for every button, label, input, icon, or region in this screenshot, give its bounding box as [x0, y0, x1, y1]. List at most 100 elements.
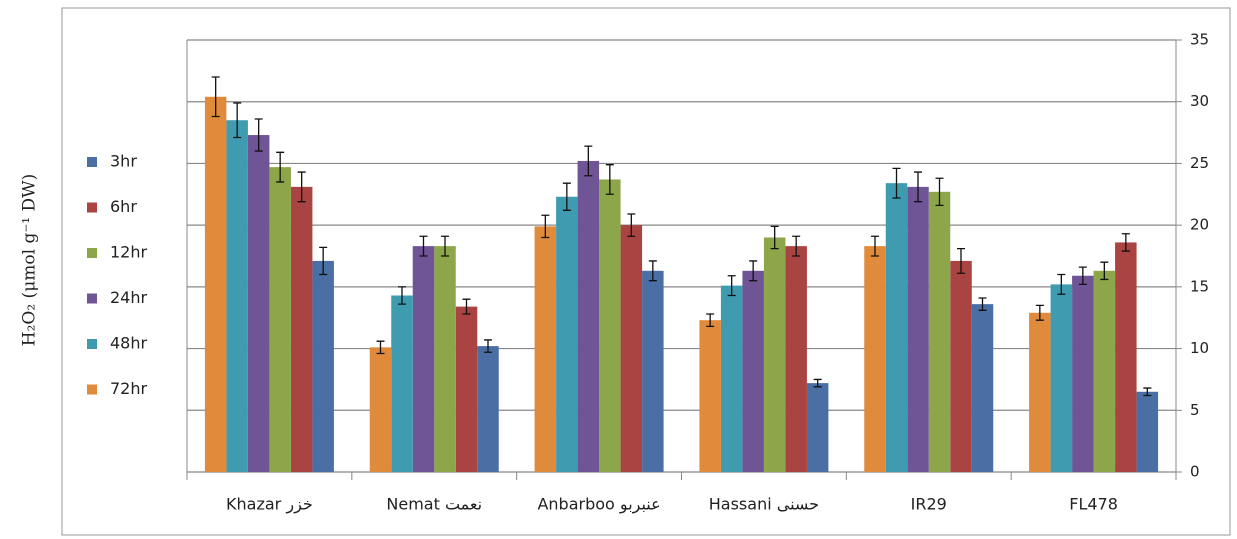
bar	[1115, 242, 1137, 472]
bar	[806, 383, 829, 472]
bar	[885, 183, 908, 473]
error-bar	[770, 225, 779, 250]
error-bar	[1143, 387, 1152, 397]
error-bar	[892, 167, 901, 199]
error-bar	[398, 286, 406, 305]
error-bar	[978, 297, 987, 311]
error-bar	[419, 235, 428, 257]
bar	[1093, 270, 1116, 472]
bar	[699, 320, 721, 472]
legend-swatch	[87, 339, 97, 349]
bar	[1029, 312, 1051, 472]
error-bar	[1078, 266, 1087, 286]
error-bar	[648, 260, 657, 282]
bar	[785, 246, 807, 472]
x-tick-label: FL478	[1069, 495, 1118, 514]
error-bar	[541, 214, 550, 239]
error-bar	[605, 164, 614, 195]
error-bar	[562, 182, 571, 211]
bar	[763, 237, 786, 472]
y-tick-label: 15	[1190, 277, 1209, 295]
bar	[928, 191, 951, 472]
legend-label: 12hr	[110, 243, 148, 262]
y-tick-label: 35	[1190, 31, 1209, 49]
error-bar	[484, 339, 492, 353]
error-bar	[749, 260, 758, 282]
y-tick-label: 10	[1190, 339, 1209, 357]
error-bar	[957, 247, 965, 274]
error-bar	[627, 213, 636, 237]
legend-swatch	[87, 293, 97, 304]
bar	[1136, 391, 1159, 472]
error-bar	[1035, 304, 1044, 321]
error-bar	[914, 171, 922, 203]
error-bar	[254, 118, 263, 152]
bar	[720, 285, 743, 472]
x-tick-label: Hassani حسنی	[709, 495, 819, 514]
bar	[226, 120, 248, 472]
bar	[620, 225, 643, 472]
bar	[369, 347, 392, 472]
error-bar	[319, 246, 328, 276]
error-bar	[706, 313, 715, 328]
legend-swatch	[87, 248, 97, 258]
bar	[642, 270, 664, 472]
legend-swatch	[87, 384, 97, 395]
error-bar	[297, 171, 306, 203]
x-tick-label: Nemat نعمت	[386, 495, 482, 514]
bar	[290, 186, 313, 472]
error-bar	[233, 102, 242, 139]
error-bar	[1121, 233, 1130, 252]
chart-frame	[61, 7, 1231, 536]
error-bar	[211, 76, 220, 118]
x-tick-label: Anbarboo عنبربو	[537, 495, 660, 515]
error-bar	[871, 235, 879, 257]
bar	[412, 246, 435, 472]
bar	[556, 196, 578, 473]
bar	[269, 167, 291, 473]
y-tick-label: 20	[1190, 216, 1209, 234]
error-bar	[935, 177, 944, 207]
bar	[312, 260, 334, 472]
bar	[950, 260, 972, 472]
bar	[534, 226, 557, 472]
legend-swatch	[87, 157, 97, 167]
bar	[907, 186, 929, 472]
bar	[577, 160, 600, 472]
bar	[477, 346, 499, 472]
legend-swatch	[87, 202, 97, 213]
legend-label: 72hr	[110, 379, 148, 398]
legend-label: 24hr	[110, 288, 148, 307]
x-tick-label: Khazar خزر	[226, 495, 313, 515]
legend-label: 3hr	[110, 152, 137, 171]
x-tick-label: IR29	[911, 495, 947, 514]
error-bar	[727, 275, 736, 297]
y-tick-label: 30	[1190, 92, 1209, 110]
bar	[1072, 275, 1094, 472]
error-bar	[462, 298, 471, 315]
y-axis-label: H₂O₂ (μmol g⁻¹ DW)	[20, 174, 40, 346]
y-tick-label: 5	[1190, 401, 1200, 419]
error-bar	[1057, 273, 1066, 295]
bar	[742, 270, 764, 472]
bar	[247, 135, 270, 473]
bar	[455, 306, 478, 472]
error-bar	[376, 340, 385, 355]
error-bar	[584, 145, 593, 177]
error-bar	[792, 235, 801, 257]
bar	[391, 295, 413, 472]
error-bar	[441, 235, 449, 257]
bar	[434, 246, 456, 472]
legend-label: 48hr	[110, 334, 148, 353]
bar	[1050, 284, 1073, 472]
bar	[599, 179, 621, 472]
bar	[971, 304, 994, 472]
bar	[204, 96, 227, 472]
error-bar	[813, 378, 822, 388]
bar	[864, 246, 886, 472]
error-bar	[276, 151, 285, 183]
y-tick-label: 25	[1190, 154, 1209, 172]
error-bar	[1100, 261, 1109, 281]
y-tick-label: 0	[1190, 463, 1200, 481]
